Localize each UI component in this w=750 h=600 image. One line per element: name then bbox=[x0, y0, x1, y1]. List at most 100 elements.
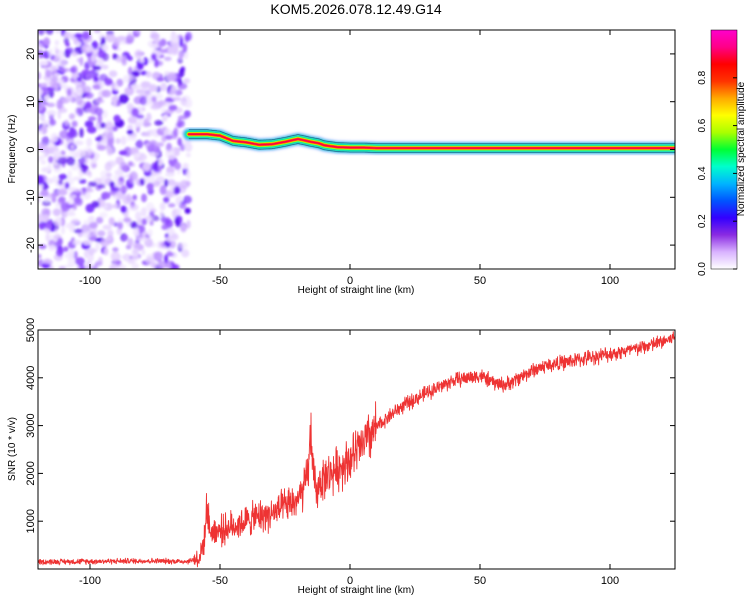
noise-cell bbox=[119, 186, 129, 192]
noise-cell bbox=[106, 36, 116, 43]
noise-cell bbox=[38, 175, 44, 185]
noise-cell bbox=[161, 108, 166, 113]
noise-cell bbox=[139, 178, 145, 186]
ridge-edge-lower bbox=[188, 138, 675, 153]
noise-cell bbox=[158, 100, 166, 106]
colorbar-ticks: 0.0 0.2 0.4 0.6 0.8 bbox=[697, 70, 737, 276]
noise-cell bbox=[38, 83, 42, 88]
noise-cell bbox=[99, 198, 106, 207]
noise-cell bbox=[101, 89, 112, 98]
noise-cell bbox=[52, 208, 61, 217]
noise-cell bbox=[105, 235, 112, 241]
noise-cell bbox=[158, 40, 163, 50]
noise-cell bbox=[169, 240, 176, 249]
noise-cell bbox=[53, 217, 63, 227]
noise-cell bbox=[57, 237, 62, 246]
noise-cell bbox=[179, 37, 184, 48]
noise-cell bbox=[126, 129, 134, 135]
noise-cell bbox=[57, 188, 68, 196]
noise-cell bbox=[127, 237, 134, 247]
spectrogram-y-tick-label: -20 bbox=[25, 237, 37, 253]
noise-cell bbox=[160, 216, 168, 223]
noise-cell bbox=[115, 138, 121, 144]
noise-cell bbox=[174, 218, 179, 223]
noise-cell bbox=[87, 254, 94, 262]
noise-cell bbox=[71, 51, 79, 57]
noise-cell bbox=[84, 61, 90, 70]
noise-cell bbox=[149, 131, 156, 136]
noise-cell bbox=[53, 163, 62, 174]
spectrogram-x-tick-label: 100 bbox=[601, 275, 619, 287]
noise-cell bbox=[88, 181, 98, 187]
noise-cell bbox=[70, 144, 75, 150]
noise-cell bbox=[113, 114, 121, 123]
noise-cell bbox=[105, 172, 112, 178]
noise-cell bbox=[97, 113, 103, 124]
noise-cell bbox=[178, 202, 187, 210]
noise-cell bbox=[120, 264, 127, 269]
snr-x-tick-label: -100 bbox=[79, 575, 101, 587]
noise-cell bbox=[76, 107, 82, 115]
noise-cell bbox=[116, 35, 127, 42]
noise-cell bbox=[168, 154, 176, 160]
noise-cell bbox=[42, 200, 51, 207]
noise-cell bbox=[177, 118, 182, 129]
noise-cell bbox=[127, 34, 133, 44]
noise-cell bbox=[167, 203, 176, 208]
noise-cell bbox=[173, 42, 179, 52]
noise-cell bbox=[75, 265, 80, 269]
noise-cell bbox=[101, 191, 111, 200]
noise-cell bbox=[71, 73, 80, 78]
noise-cell bbox=[122, 253, 132, 262]
noise-cell bbox=[177, 137, 183, 146]
noise-cell bbox=[48, 113, 54, 121]
noise-cell bbox=[145, 257, 155, 264]
noise-cell bbox=[91, 231, 97, 237]
noise-cell bbox=[99, 211, 108, 219]
noise-cell bbox=[40, 189, 49, 197]
noise-cell bbox=[114, 169, 124, 176]
noise-cell bbox=[151, 162, 158, 171]
noise-cell bbox=[135, 114, 145, 119]
noise-cell bbox=[84, 188, 94, 193]
figure-title: KOM5.2026.078.12.49.G14 bbox=[270, 1, 441, 17]
noise-cell bbox=[116, 78, 124, 87]
noise-cell bbox=[73, 140, 84, 146]
noise-cell bbox=[53, 73, 60, 78]
noise-cell bbox=[135, 89, 146, 94]
noise-cell bbox=[38, 115, 46, 120]
noise-cell bbox=[50, 76, 59, 82]
noise-cell bbox=[108, 70, 118, 78]
ridge-edge-upper bbox=[188, 129, 675, 144]
noise-cell bbox=[55, 30, 61, 34]
noise-cell bbox=[114, 83, 119, 92]
noise-cell bbox=[63, 209, 68, 219]
noise-cell bbox=[177, 82, 188, 90]
noise-cell bbox=[141, 248, 146, 256]
noise-cell bbox=[130, 132, 137, 142]
noise-cell bbox=[134, 49, 143, 60]
noise-cell bbox=[58, 58, 67, 68]
spectrogram-y-label: Frequency (Hz) bbox=[7, 115, 18, 184]
noise-cell bbox=[81, 163, 88, 174]
noise-cell bbox=[54, 226, 59, 237]
noise-cell bbox=[182, 43, 188, 53]
noise-cell bbox=[70, 66, 77, 73]
noise-cell bbox=[99, 73, 108, 82]
noise-cell bbox=[102, 43, 109, 52]
noise-cell bbox=[75, 257, 85, 266]
noise-cell bbox=[45, 30, 54, 35]
noise-cell bbox=[131, 70, 140, 77]
noise-cell bbox=[178, 51, 184, 60]
noise-cell bbox=[120, 205, 127, 213]
noise-cell bbox=[106, 146, 113, 156]
noise-cell bbox=[100, 238, 110, 247]
noise-cell bbox=[121, 58, 127, 66]
noise-cell bbox=[85, 203, 95, 213]
noise-cell bbox=[90, 54, 97, 63]
noise-cell bbox=[41, 167, 51, 173]
noise-cell bbox=[46, 102, 56, 108]
noise-cell bbox=[97, 96, 103, 102]
noise-cell bbox=[120, 135, 127, 146]
ridge-band bbox=[188, 133, 675, 149]
